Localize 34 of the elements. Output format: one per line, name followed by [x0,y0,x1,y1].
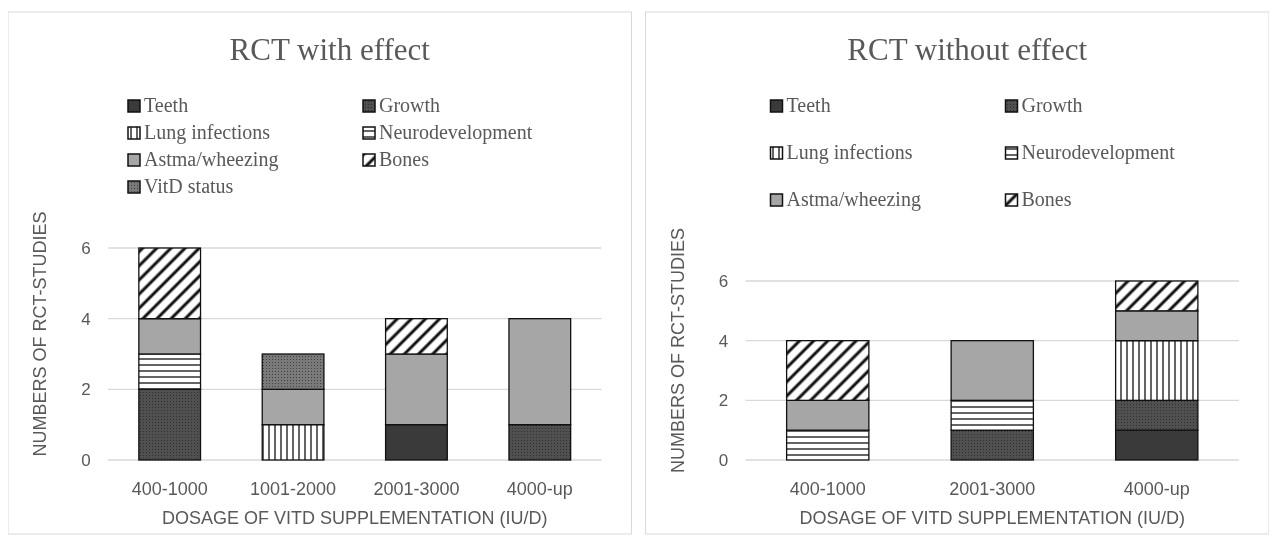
x-axis-title: DOSAGE OF VITD SUPPLEMENTATION (IU/D) [162,508,548,528]
legend-label: Lung infections [786,141,913,164]
y-tick-label: 2 [718,391,729,411]
legend-label: Bones [1021,188,1072,210]
x-axis-title: DOSAGE OF VITD SUPPLEMENTATION (IU/D) [799,508,1185,528]
legend-label: Neurodevelopment [379,121,533,144]
x-tick-label: 2001-3000 [373,479,460,499]
legend-label: Teeth [786,94,831,116]
y-tick-label: 4 [81,309,91,329]
legend-label: Astma/wheezing [144,148,279,171]
y-axis-title: NUMBERS OF RCT-STUDIES [30,211,50,457]
legend-label: Neurodevelopment [1021,141,1176,164]
legend-label: Lung infections [144,121,271,144]
x-tick-label: 2001-3000 [949,479,1036,499]
y-tick-label: 6 [81,238,91,258]
legend-label: Growth [1021,94,1083,116]
x-tick-label: 4000-up [506,479,573,499]
legend-label: Teeth [144,94,189,116]
y-tick-label: 6 [718,271,729,291]
y-axis-title: NUMBERS OF RCT-STUDIES [667,227,688,474]
legend-label: Growth [379,94,441,116]
x-tick-label: 1001-2000 [250,479,337,499]
chart-title: RCT without effect [847,32,1088,67]
legend-label: Bones [379,148,430,170]
y-tick-label: 0 [718,450,729,470]
chart-title: RCT with effect [229,32,431,67]
y-tick-label: 2 [81,380,91,400]
x-tick-label: 400-1000 [789,479,866,499]
legend-label: Astma/wheezing [786,188,921,211]
x-tick-label: 400-1000 [131,479,208,499]
y-tick-label: 4 [718,331,729,351]
x-tick-label: 4000-up [1123,479,1190,499]
legend-label: VitD status [144,175,234,197]
y-tick-label: 0 [81,450,91,470]
